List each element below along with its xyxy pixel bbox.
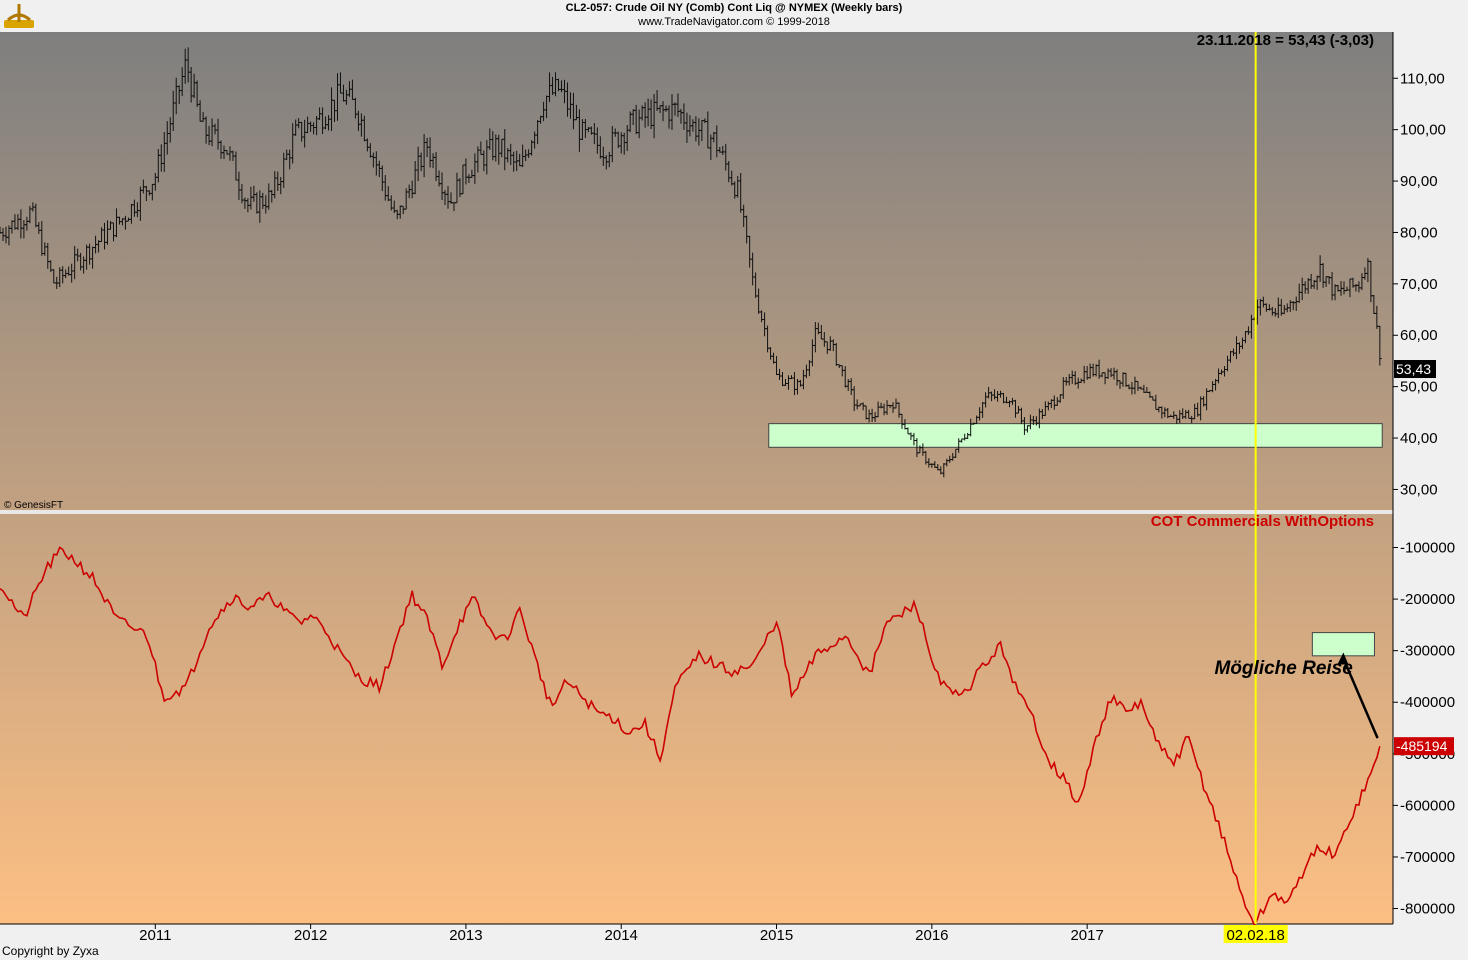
- cot-series-name: COT Commercials WithOptions: [1151, 513, 1374, 530]
- support-zone: [768, 423, 1383, 448]
- chart-title: CL2-057: Crude Oil NY (Comb) Cont Liq @ …: [565, 2, 903, 14]
- date-marker-label-box: [1223, 925, 1288, 943]
- price-bars: [0, 47, 1382, 478]
- last-cot-value: -485194: [1396, 738, 1448, 754]
- genesis-watermark: © GenesisFT: [4, 500, 63, 511]
- price-tick-label: 70,00: [1400, 276, 1438, 293]
- last-cot-box: [1394, 737, 1454, 756]
- x-tick-label: 2015: [760, 927, 793, 944]
- cot-y-axis: -100000-200000-300000-400000-500000-6000…: [1393, 540, 1455, 918]
- cot-tick-label: -200000: [1400, 591, 1455, 608]
- price-label: 23.11.2018 = 53,43 (-3,03): [1197, 32, 1374, 49]
- x-tick-label: 2017: [1070, 927, 1103, 944]
- cot-tick-label: -400000: [1400, 694, 1455, 711]
- cot-tick-label: -600000: [1400, 797, 1455, 814]
- last-price-value: 53,43: [1396, 361, 1431, 377]
- x-tick-label: 2016: [915, 927, 948, 944]
- price-tick-label: 110,00: [1400, 70, 1445, 87]
- x-tick-label: 2014: [605, 927, 638, 944]
- price-tick-label: 40,00: [1400, 430, 1438, 447]
- annotation-arrow-head: [1337, 652, 1349, 665]
- cot-line: [0, 546, 1381, 928]
- target-zone: [1311, 632, 1375, 657]
- price-tick-label: 80,00: [1400, 224, 1438, 241]
- panel-separator: [0, 510, 1393, 514]
- price-tick-label: 50,00: [1400, 379, 1438, 396]
- plot-background: [0, 32, 1393, 924]
- price-tick-label: 60,00: [1400, 327, 1438, 344]
- annotation-text: Mögliche Reise: [1215, 658, 1354, 679]
- price-tick-label: 90,00: [1400, 173, 1438, 190]
- cot-tick-label: -800000: [1400, 901, 1455, 918]
- x-tick-label: 2012: [294, 927, 327, 944]
- date-marker-label: 02.02.18: [1226, 927, 1284, 944]
- x-axis: 2011 2012 2013 2014 2015 2016 2017: [139, 924, 1104, 944]
- cot-tick-label: -300000: [1400, 643, 1455, 660]
- price-tick-label: 100,00: [1400, 122, 1446, 139]
- price-y-axis: 110,00 100,00 90,00 80,00 70,00 60,00 50,00 40,…: [1393, 70, 1446, 498]
- trade-navigator-logo: [4, 4, 34, 28]
- x-tick-label: 2011: [139, 927, 171, 944]
- price-tick-label: 30,00: [1400, 481, 1438, 498]
- last-price-box: [1394, 360, 1436, 379]
- x-tick-label: 2013: [449, 927, 482, 944]
- copyright: Copyright by Zyxa: [2, 944, 99, 958]
- annotation-arrow: [1342, 657, 1379, 739]
- cot-tick-label: -700000: [1400, 849, 1455, 866]
- cot-tick-label: -100000: [1400, 540, 1455, 557]
- chart-subtitle: www.TradeNavigator.com © 1999-2018: [638, 16, 830, 28]
